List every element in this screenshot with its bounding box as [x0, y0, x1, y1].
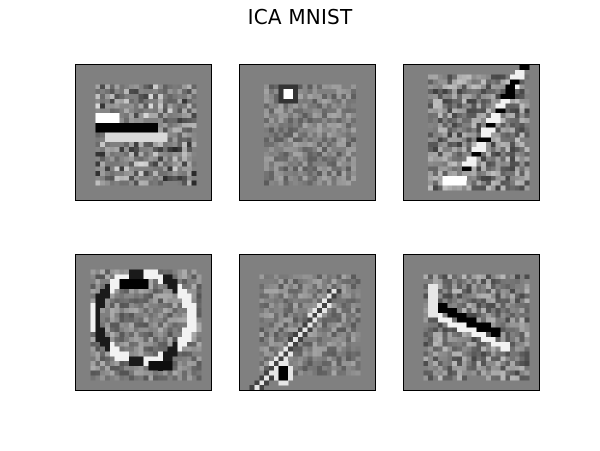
ica-component-6-image	[423, 274, 530, 381]
ica-component-5-image	[249, 274, 361, 390]
ica-component-1	[75, 64, 212, 201]
figure-title: ICA MNIST	[247, 5, 353, 29]
ica-component-3-image	[428, 65, 530, 191]
ica-component-6	[403, 254, 540, 391]
ica-component-4-image	[90, 269, 202, 381]
ica-component-2	[239, 64, 376, 201]
ica-component-3	[403, 64, 540, 201]
ica-component-1-image	[95, 84, 197, 186]
ica-component-5	[239, 254, 376, 391]
ica-component-2-image	[264, 84, 356, 186]
ica-component-4	[75, 254, 212, 391]
